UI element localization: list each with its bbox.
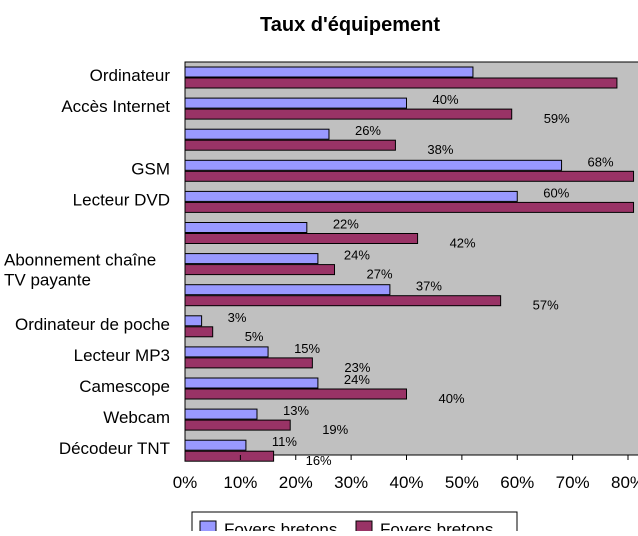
category-label-8: Ordinateur de poche [15, 315, 170, 334]
data-label-series2-9: 23% [344, 360, 370, 375]
x-axis: 0% 10% 20% 30% 40% 50% 60% 70% 80% [173, 455, 638, 492]
data-label-series1-2: 26% [355, 123, 381, 138]
bar-series1-9 [184, 346, 269, 358]
bar-series1-10 [184, 377, 319, 389]
data-label-series2-8: 5% [245, 329, 264, 344]
category-label-0: Ordinateur [90, 66, 171, 85]
data-label-series2-10: 40% [439, 391, 465, 406]
data-label-series2-6: 27% [367, 267, 393, 282]
x-tick-label-2: 20% [279, 473, 313, 492]
data-label-series2-2: 38% [427, 142, 453, 157]
chart-title: Taux d'équipement [260, 14, 440, 36]
bar-series2-12 [184, 450, 275, 462]
data-label-series2-11: 19% [322, 422, 348, 437]
data-label-series2-12: 16% [306, 453, 332, 468]
x-tick-label-1: 10% [223, 473, 257, 492]
bar-series1-12 [184, 439, 247, 451]
data-label-series1-5: 22% [333, 217, 359, 232]
category-label-11: Webcam [103, 408, 170, 427]
data-label-series2-1: 59% [544, 111, 570, 126]
category-label-1: Accès Internet [61, 97, 170, 116]
data-label-series1-8: 3% [228, 310, 247, 325]
bar-series2-1 [184, 108, 513, 120]
legend-swatch-series1 [199, 520, 217, 534]
x-tick-label-0: 0% [173, 473, 198, 492]
bar-series2-11 [184, 419, 291, 431]
data-label-series1-10: 24% [344, 372, 370, 387]
bar-series2-5 [184, 233, 419, 244]
category-label-12: Décodeur TNT [59, 439, 170, 458]
legend-label-series2: Foyers bretons [380, 520, 493, 531]
category-label-9: Lecteur MP3 [74, 346, 170, 365]
legend-swatch-series2 [355, 520, 373, 534]
bar-series1-2 [184, 128, 330, 140]
data-label-series1-7: 37% [416, 279, 442, 294]
bar-series1-1 [184, 97, 407, 109]
x-tick-label-3: 30% [334, 473, 368, 492]
bar-series1-0 [184, 66, 474, 78]
data-label-series2-5: 42% [450, 236, 476, 251]
bars-group: 40% 59% 26% 38% 68% 60% 22% 42% 24% 27% 37% 57% 3% 5%… [184, 66, 635, 468]
legend: Foyers bretons Foyers bretons [191, 511, 518, 536]
category-label-6-line-0: Abonnement chaîne [4, 251, 156, 270]
category-label-4: Lecteur DVD [73, 190, 170, 209]
bar-series1-7 [184, 284, 391, 296]
bar-series1-3 [184, 159, 563, 171]
data-label-series1-1: 40% [433, 92, 459, 107]
x-tick-label-6: 60% [500, 473, 534, 492]
bar-series2-10 [184, 388, 407, 400]
bar-series2-7 [184, 295, 502, 307]
x-tick-label-8: 80% [611, 473, 638, 492]
category-labels: Ordinateur Accès Internet GSM Lecteur DVD Ab… [4, 66, 170, 458]
category-label-3: GSM [131, 159, 170, 178]
bar-series2-8 [184, 326, 214, 338]
bar-series2-2 [184, 139, 396, 151]
data-label-series1-9: 15% [294, 341, 320, 356]
x-tick-label-4: 40% [389, 473, 423, 492]
category-label-10: Camescope [79, 377, 170, 396]
data-label-series1-11: 13% [283, 403, 309, 418]
x-tick-label-5: 50% [445, 473, 479, 492]
bar-series2-4 [184, 201, 635, 213]
bar-series1-5 [184, 222, 308, 233]
data-label-series1-6: 24% [344, 248, 370, 263]
legend-label-series1: Foyers bretons [224, 520, 337, 531]
bar-series2-6 [184, 264, 336, 276]
data-label-series2-7: 57% [533, 298, 559, 313]
bar-series2-3 [184, 170, 635, 182]
bar-series1-11 [184, 408, 258, 420]
bar-series1-6 [184, 253, 319, 265]
category-label-6-line-1: TV payante [4, 271, 91, 290]
x-tick-label-7: 70% [556, 473, 590, 492]
bar-series1-4 [184, 190, 518, 202]
bar-series1-8 [184, 315, 203, 327]
bar-series2-9 [184, 357, 313, 369]
data-label-series1-12: 11% [272, 434, 297, 449]
data-label-series1-3: 68% [588, 154, 614, 169]
bar-series2-0 [184, 77, 618, 89]
data-label-series1-4: 60% [543, 185, 569, 200]
